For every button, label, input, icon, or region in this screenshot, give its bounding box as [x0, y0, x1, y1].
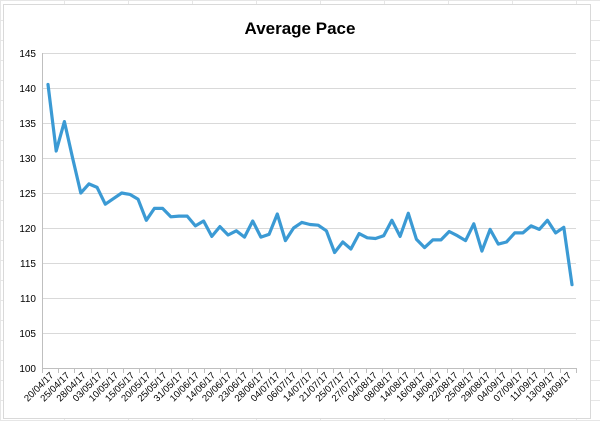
- y-tick-label: 125: [19, 189, 36, 200]
- axes: [42, 53, 577, 373]
- y-tick-label: 135: [19, 119, 36, 130]
- gridlines: [42, 53, 576, 369]
- y-tick-label: 140: [19, 84, 36, 95]
- chart-area[interactable]: [3, 4, 591, 419]
- data-points: [47, 83, 574, 286]
- y-tick-label: 105: [19, 329, 36, 340]
- chart-title: Average Pace: [245, 19, 356, 38]
- y-tick-label: 120: [19, 224, 36, 235]
- x-axis-tick-labels: 20/04/1725/04/1728/04/1703/05/1710/05/17…: [22, 370, 574, 404]
- series-line[interactable]: [46, 82, 574, 287]
- y-tick-label: 145: [19, 49, 36, 60]
- y-tick-label: 100: [19, 364, 36, 375]
- y-tick-label: 110: [20, 294, 36, 305]
- series-layer: [46, 82, 574, 287]
- y-tick-label: 130: [19, 154, 36, 165]
- y-tick-label: 115: [20, 259, 36, 270]
- y-axis-tick-labels: 100 105 110 115 120 125 130 135 140 145: [19, 49, 36, 375]
